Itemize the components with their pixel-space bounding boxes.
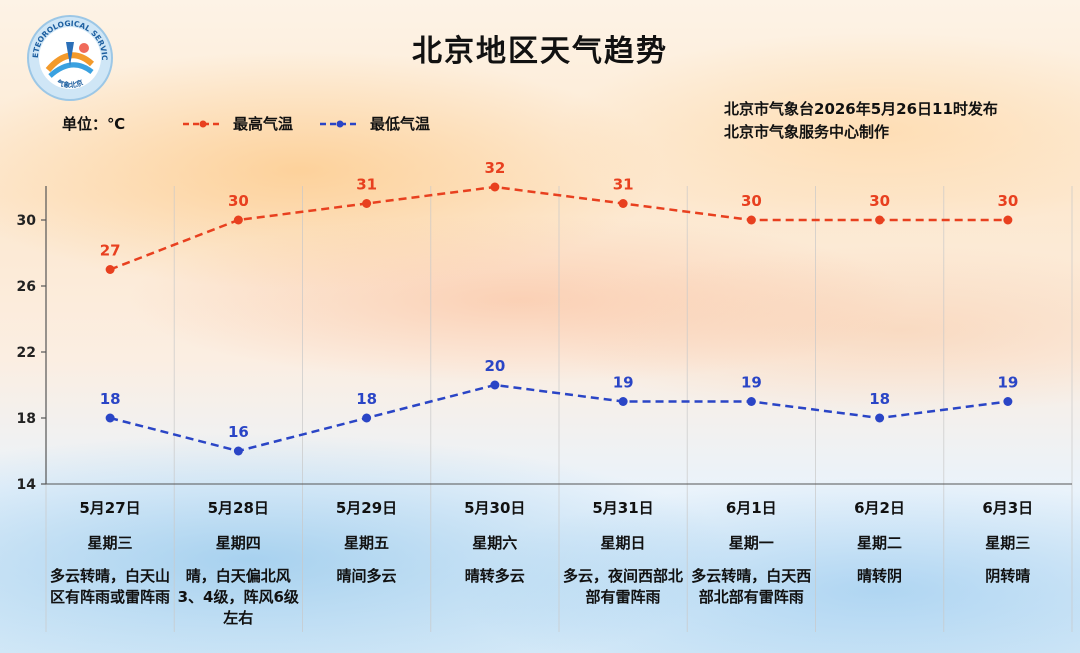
legend-high-label: 最高气温 (233, 115, 294, 133)
high-temp-line (109, 185, 1008, 271)
high-temp-point (490, 182, 500, 192)
low-temp-point (746, 397, 756, 406)
low-temp-label: 18 (869, 390, 890, 408)
day-weekday: 星期二 (856, 534, 902, 552)
y-tick-label: 18 (17, 411, 36, 427)
day-date: 5月28日 (207, 499, 269, 517)
day-description: 多云，夜间西部北部有雷阵雨 (562, 567, 683, 606)
high-temp-point (233, 215, 243, 225)
unit-label: 单位：℃ (62, 115, 126, 133)
high-temp-point (618, 199, 628, 208)
low-temp-label: 19 (613, 374, 634, 392)
legend-high-temp: 最高气温 (181, 113, 293, 134)
low-temp-label: 16 (228, 423, 249, 441)
y-tick-label: 30 (17, 213, 37, 229)
low-temp-point (233, 446, 243, 456)
high-temp-point (1003, 215, 1013, 225)
day-weekday: 星期五 (343, 534, 389, 552)
low-temp-point (362, 413, 372, 423)
meteorological-service-logo: METEOROLOGICAL SERVICE 气象北京 (26, 14, 113, 101)
low-temp-label: 19 (997, 374, 1018, 392)
day-date: 6月3日 (982, 499, 1034, 517)
low-temp-point (618, 397, 628, 406)
high-temp-label: 30 (997, 192, 1018, 210)
day-date: 5月31日 (592, 499, 654, 517)
high-temp-label: 27 (100, 242, 121, 260)
day-weekday: 星期三 (87, 534, 133, 552)
page-title: 北京地区天气趋势 (412, 34, 668, 69)
day-weekday: 星期四 (215, 534, 261, 552)
high-temp-label: 31 (356, 176, 377, 194)
y-tick-label: 26 (17, 279, 36, 295)
high-temp-label: 30 (741, 192, 762, 210)
high-temp-point (746, 215, 756, 225)
day-description: 多云转晴，白天西部北部有雷阵雨 (691, 567, 812, 606)
legend-low-line-icon (320, 120, 360, 127)
low-temp-label: 18 (100, 390, 121, 408)
legend-low-label: 最低气温 (370, 115, 431, 133)
legend-low-temp: 最低气温 (318, 113, 430, 134)
day-weekday: 星期六 (472, 534, 518, 552)
day-description: 晴间多云 (336, 567, 397, 585)
day-description: 晴，白天偏北风3、4级，阵风6级左右 (177, 567, 299, 627)
day-description: 晴转阴 (856, 567, 902, 585)
day-weekday: 星期一 (728, 534, 774, 552)
high-temp-label: 30 (228, 192, 249, 210)
high-temp-label: 30 (869, 192, 890, 210)
day-description: 晴转多云 (464, 567, 525, 585)
legend-high-line-icon (183, 120, 223, 127)
day-date: 5月30日 (464, 499, 526, 517)
low-temp-point (875, 413, 885, 423)
day-description: 阴转晴 (985, 567, 1031, 585)
high-temp-point (875, 215, 885, 225)
day-date: 6月1日 (725, 499, 777, 517)
high-temp-point (105, 265, 115, 274)
low-temp-label: 20 (484, 357, 505, 375)
day-weekday: 星期三 (985, 534, 1031, 552)
high-temp-point (362, 199, 372, 208)
publish-info-line1: 北京市气象台2026年5月26日11时发布 (724, 100, 998, 118)
high-temp-label: 31 (613, 176, 634, 194)
low-temp-point (490, 380, 500, 390)
low-temp-line (109, 383, 1009, 453)
y-tick-label: 22 (17, 345, 36, 361)
high-temp-label: 32 (484, 159, 505, 177)
low-temp-point (105, 413, 115, 423)
day-date: 5月27日 (79, 499, 141, 517)
day-weekday: 星期日 (600, 534, 646, 552)
publish-info-line2: 北京市气象服务中心制作 (724, 123, 890, 141)
day-description: 多云转晴，白天山区有阵雨或雷阵雨 (49, 567, 170, 606)
low-temp-label: 18 (356, 390, 377, 408)
day-date: 5月29日 (335, 499, 398, 517)
day-date: 6月2日 (854, 499, 905, 517)
low-temp-point (1003, 397, 1013, 406)
y-tick-label: 14 (17, 477, 37, 493)
low-temp-label: 19 (741, 374, 762, 392)
